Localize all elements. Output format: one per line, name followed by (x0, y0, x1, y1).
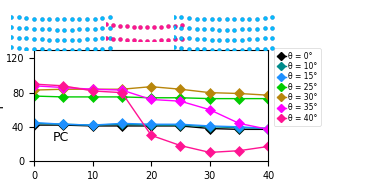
Y-axis label: ηₛ: ηₛ (0, 99, 3, 112)
Legend: θ = 0°, θ = 10°, θ = 15°, θ = 25°, θ = 30°, θ = 35°, θ = 40°: θ = 0°, θ = 10°, θ = 15°, θ = 25°, θ = 3… (274, 48, 321, 126)
Text: PC: PC (53, 131, 69, 144)
